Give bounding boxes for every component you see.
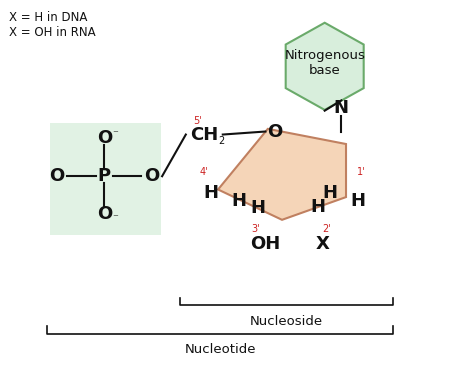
Text: H: H (310, 198, 325, 216)
Text: O: O (97, 205, 112, 223)
Polygon shape (286, 23, 364, 110)
Text: H: H (322, 184, 337, 202)
Text: 5': 5' (193, 116, 201, 126)
Text: 2': 2' (322, 224, 331, 233)
Text: OH: OH (250, 235, 281, 254)
Text: CH: CH (190, 125, 218, 144)
Text: 1': 1' (357, 168, 365, 177)
Text: ⁻: ⁻ (112, 214, 118, 224)
Text: Nucleotide: Nucleotide (185, 343, 256, 356)
Text: Nucleoside: Nucleoside (250, 315, 323, 327)
FancyBboxPatch shape (50, 123, 161, 235)
Text: O: O (49, 167, 64, 185)
Text: 2: 2 (219, 136, 225, 146)
Text: H: H (350, 192, 365, 210)
Text: H: H (203, 184, 219, 202)
Text: O: O (97, 129, 112, 147)
Text: H: H (232, 192, 247, 210)
Text: ⁻: ⁻ (112, 129, 118, 139)
Text: O: O (267, 122, 283, 141)
Text: X: X (315, 235, 329, 254)
Polygon shape (218, 129, 346, 220)
Text: Nitrogenous
base: Nitrogenous base (284, 49, 365, 77)
Text: N: N (334, 99, 349, 117)
Text: H: H (250, 199, 265, 218)
Text: 4': 4' (200, 168, 209, 177)
Text: 3': 3' (251, 224, 260, 233)
Text: O: O (144, 167, 159, 185)
Text: X = H in DNA
X = OH in RNA: X = H in DNA X = OH in RNA (9, 11, 96, 39)
Text: P: P (98, 167, 111, 185)
